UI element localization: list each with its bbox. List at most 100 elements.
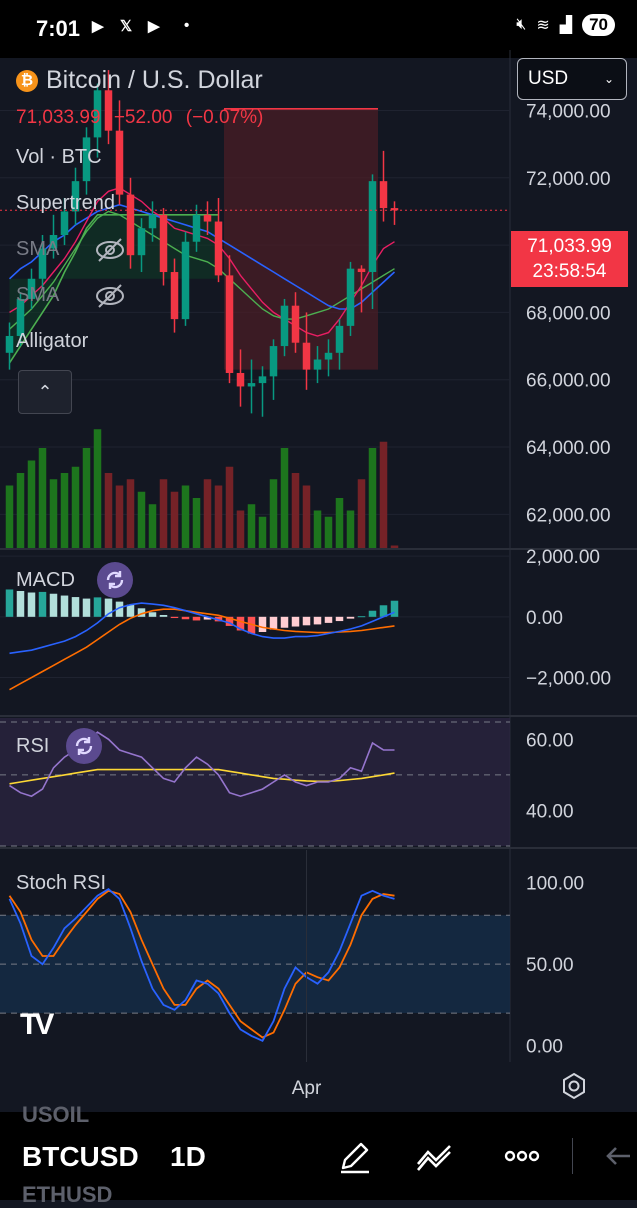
price-change-pct: (−0.07%) — [185, 107, 264, 128]
x-icon: 𝕏 — [120, 18, 133, 35]
volume-bar — [16, 473, 25, 548]
legend-volume[interactable]: Vol · BTC — [16, 146, 102, 168]
stoch-d-line — [8, 889, 395, 1039]
supertrend-up-line — [8, 214, 219, 364]
volume-bar — [181, 485, 190, 548]
currency-select[interactable]: USD ⌄ — [517, 58, 627, 100]
volume-bar — [192, 498, 201, 548]
volume-bar — [379, 441, 388, 548]
volume-bar — [82, 448, 91, 548]
price-tick-label: 66,000.00 — [526, 371, 611, 392]
candle-body — [269, 346, 278, 377]
stoch-tick-label: 100.00 — [526, 874, 584, 895]
next-symbol[interactable]: ETHUSD — [22, 1182, 113, 1207]
volume-bar — [346, 510, 355, 548]
signal-icon: ▟ — [559, 17, 573, 34]
macd-histogram-bar — [313, 616, 322, 625]
candle-body — [181, 241, 190, 320]
volume-bar — [49, 479, 58, 548]
volume-bar — [27, 460, 36, 548]
back-arrow-icon[interactable] — [596, 1136, 636, 1176]
chart-canvas[interactable]: 62,000.00 64,000.00 66,000.00 68,000.00 72,0… — [0, 50, 637, 1112]
macd-tick-label: 0.00 — [526, 608, 563, 629]
macd-histogram-bar — [137, 608, 146, 617]
macd-histogram-bar — [302, 616, 311, 626]
volume-bar — [335, 498, 344, 548]
legend-supertrend[interactable]: Supertrend — [16, 192, 115, 214]
volume-bar — [170, 491, 179, 548]
macd-histogram-bar — [280, 616, 289, 628]
candle-body — [60, 211, 69, 236]
mute-icon: 🔇︎ — [516, 16, 527, 33]
macd-histogram-bar — [346, 616, 355, 619]
candle-body — [247, 383, 256, 387]
legend-collapse-button[interactable]: ⌃ — [18, 370, 72, 414]
candle-body — [302, 342, 311, 370]
stoch-rsi-label[interactable]: Stoch RSI — [16, 872, 107, 894]
refresh-icon[interactable] — [97, 562, 133, 598]
candle-body — [82, 137, 91, 182]
symbol-title[interactable]: Bitcoin / U.S. Dollar — [46, 66, 263, 94]
macd-histogram-bar — [269, 616, 278, 630]
candle-body — [324, 352, 333, 360]
macd-tick-label: −2,000.00 — [526, 669, 611, 690]
pencil-icon[interactable] — [335, 1136, 375, 1176]
volume-bar — [390, 545, 399, 548]
price-tick-label: 64,000.00 — [526, 438, 611, 459]
legend-alligator[interactable]: Alligator — [16, 330, 89, 352]
volume-bar — [247, 504, 256, 548]
stoch-k-line — [8, 887, 395, 1042]
macd-histogram-bar — [159, 614, 168, 617]
volume-bar — [368, 448, 377, 548]
volume-bar — [313, 510, 322, 548]
volume-bar — [104, 473, 113, 548]
price-tick-label: 62,000.00 — [526, 505, 611, 526]
candle-body — [236, 372, 245, 387]
legend-sma-1[interactable]: SMA — [16, 238, 60, 260]
eye-off-icon[interactable] — [94, 282, 126, 310]
candle-body — [203, 214, 212, 222]
volume-bar — [214, 485, 223, 548]
bitcoin-icon: ₿ — [16, 69, 38, 92]
legend-sma-2[interactable]: SMA — [16, 284, 60, 306]
toolbar-divider — [572, 1138, 573, 1174]
candle-body — [126, 194, 135, 256]
symbol-header[interactable]: ₿ Bitcoin / U.S. Dollar — [16, 66, 263, 95]
rsi-tick-label: 60.00 — [526, 730, 574, 751]
macd-histogram-bar — [60, 595, 69, 617]
candle-body — [148, 214, 157, 229]
volume-bar — [280, 448, 289, 548]
macd-histogram-bar — [38, 591, 47, 617]
macd-label[interactable]: MACD — [16, 569, 75, 591]
symbol-button[interactable]: BTCUSD — [22, 1141, 139, 1172]
candle-body — [170, 272, 179, 320]
candle-body — [49, 235, 58, 249]
prev-symbol[interactable]: USOIL — [22, 1102, 90, 1127]
more-icon[interactable] — [502, 1136, 542, 1176]
candle-body — [313, 359, 322, 370]
candle-body — [357, 268, 366, 273]
refresh-icon[interactable] — [66, 728, 102, 764]
settings-icon[interactable] — [560, 1072, 588, 1100]
candle-body — [346, 268, 355, 326]
eye-off-icon[interactable] — [94, 236, 126, 264]
macd-histogram-bar — [49, 593, 58, 617]
macd-histogram-bar — [368, 610, 377, 617]
indicators-icon[interactable] — [414, 1136, 454, 1176]
rsi-label[interactable]: RSI — [16, 735, 50, 757]
candle-body — [379, 181, 388, 209]
alligator-line — [9, 210, 395, 330]
youtube-icon: ▶ — [148, 18, 160, 35]
macd-line — [9, 602, 395, 655]
interval-button[interactable]: 1D — [170, 1141, 206, 1172]
volume-bar — [137, 491, 146, 548]
volume-bar — [291, 473, 300, 548]
macd-histogram-bar — [357, 616, 366, 618]
supertrend-down-fill — [224, 108, 378, 370]
macd-histogram-bar — [126, 604, 135, 617]
price-change: −52.00 — [113, 107, 173, 128]
candle-body — [137, 228, 146, 256]
volume-bar — [236, 510, 245, 548]
last-price: 71,033.99 — [16, 107, 101, 128]
candle-body — [291, 305, 300, 343]
